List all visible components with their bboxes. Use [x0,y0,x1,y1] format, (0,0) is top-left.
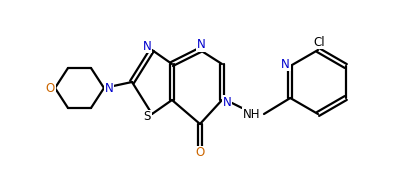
Text: O: O [45,81,55,95]
Text: N: N [197,39,205,52]
Text: O: O [195,146,205,159]
Text: N: N [281,58,290,71]
Text: S: S [143,111,151,124]
Text: NH: NH [243,108,261,121]
Text: N: N [105,81,113,95]
Text: Cl: Cl [313,36,325,49]
Text: N: N [223,96,231,108]
Text: N: N [143,39,151,52]
